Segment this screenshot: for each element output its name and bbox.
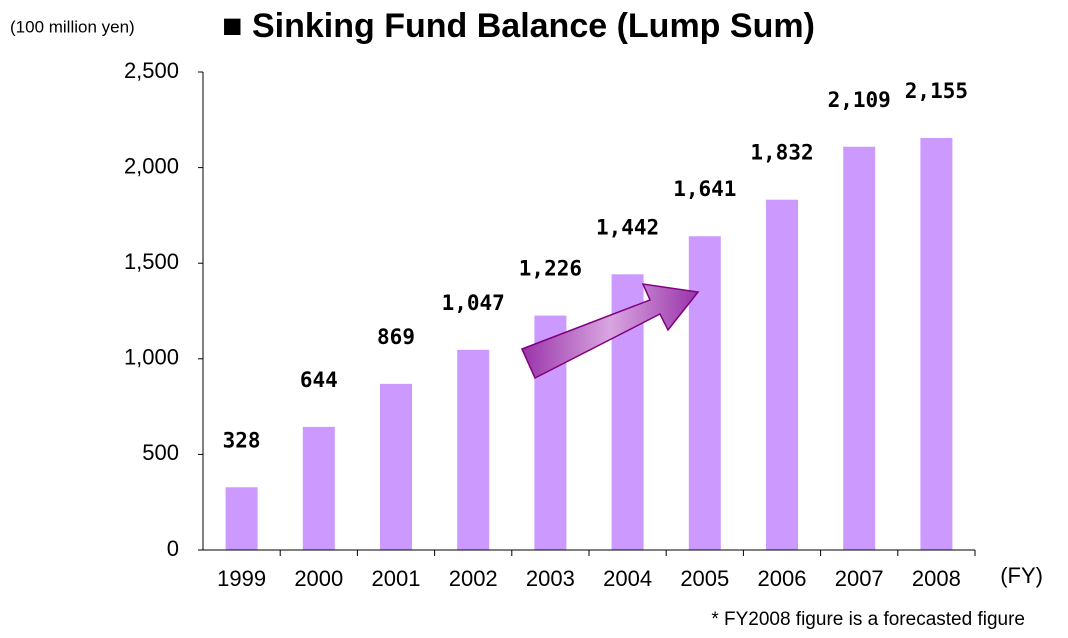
x-tick-label: 2001 [372, 566, 421, 591]
x-tick-label: 1999 [217, 566, 266, 591]
y-tick-label: 500 [142, 440, 179, 465]
x-tick-label: 2006 [758, 566, 807, 591]
x-tick-label: 2004 [603, 566, 652, 591]
value-label: 2,109 [828, 88, 891, 112]
bar [380, 383, 412, 550]
chart-title: ■ Sinking Fund Balance (Lump Sum) [222, 7, 815, 45]
bar [766, 199, 798, 550]
value-label: 644 [300, 368, 338, 392]
y-tick-label: 1,000 [124, 345, 179, 370]
y-tick-label: 2,000 [124, 153, 179, 178]
value-label: 2,155 [905, 79, 968, 103]
value-label: 1,442 [596, 215, 659, 239]
bar [920, 137, 953, 551]
x-tick-label: 2002 [449, 566, 498, 591]
bar [457, 349, 490, 550]
y-tick-label: 0 [167, 536, 179, 561]
x-tick-label: 2000 [294, 566, 343, 591]
value-label: 1,226 [519, 257, 582, 281]
bar [302, 426, 335, 550]
y-axis-label: (100 million yen) [10, 17, 135, 36]
footnote: * FY2008 figure is a forecasted figure [711, 609, 1025, 630]
x-tick-label: 2005 [680, 566, 729, 591]
x-tick-label: 2003 [526, 566, 575, 591]
x-axis-label: (FY) [1000, 563, 1043, 588]
value-label: 1,641 [673, 177, 736, 201]
value-label: 328 [223, 428, 261, 452]
value-label: 1,832 [750, 141, 813, 165]
trend-arrow [520, 283, 700, 380]
value-label: 869 [377, 325, 415, 349]
y-tick-label: 1,500 [124, 249, 179, 274]
bar [688, 236, 721, 551]
y-tick-label: 2,500 [124, 58, 179, 83]
x-tick-label: 2007 [835, 566, 884, 591]
x-tick-label: 2008 [912, 566, 961, 591]
value-label: 1,047 [442, 291, 505, 315]
bar [225, 487, 258, 550]
bar [843, 146, 876, 550]
